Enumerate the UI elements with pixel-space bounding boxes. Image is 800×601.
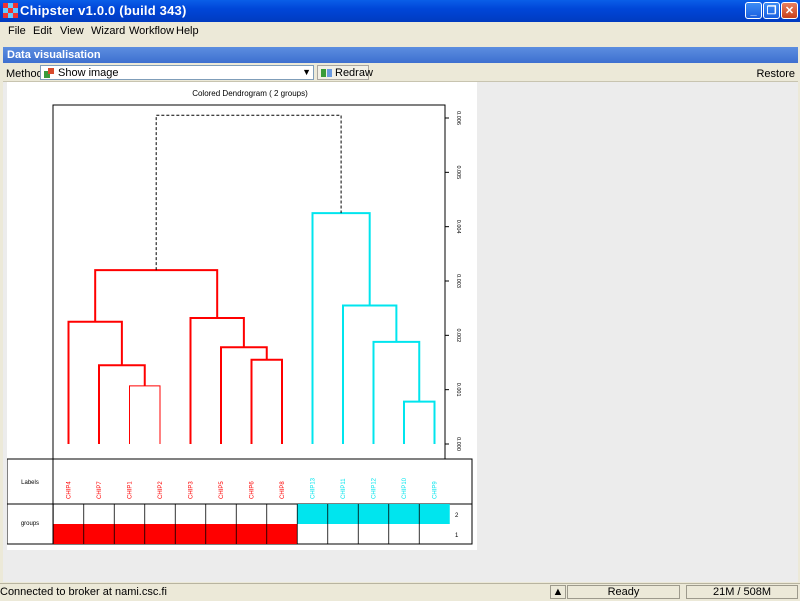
leaf-label: CHIP5 — [219, 481, 225, 499]
redraw-label: Redraw — [335, 67, 373, 79]
menu-help[interactable]: Help — [176, 25, 199, 37]
chevron-down-icon[interactable]: ▼ — [302, 67, 311, 77]
leaf-label: CHIP1 — [128, 481, 134, 499]
group-cell — [327, 504, 359, 524]
dendrogram-branch — [67, 320, 123, 444]
leaf-label: CHIP2 — [158, 481, 164, 499]
group-cell — [114, 524, 145, 544]
group-tick-2: 2 — [455, 513, 459, 519]
redraw-button[interactable]: Redraw — [317, 65, 373, 80]
minimize-icon[interactable]: _ — [745, 2, 762, 19]
chevron-up-icon[interactable]: ▲ — [550, 585, 566, 599]
image-icon — [44, 68, 54, 78]
group-cell — [388, 504, 420, 524]
dendrogram-branch — [220, 346, 268, 444]
dendrogram-branch — [155, 114, 342, 271]
dendrogram-image: Colored Dendrogram ( 2 groups) 0.000 0.00… — [6, 82, 477, 550]
group-cell — [419, 504, 450, 524]
leaf-label: CHIP9 — [433, 481, 439, 499]
menu-bar: File Edit View Wizard Workflow Help — [0, 22, 800, 40]
group-cell — [205, 524, 237, 544]
menu-workflow[interactable]: Workflow — [129, 25, 175, 37]
status-state: Ready — [567, 585, 680, 599]
group-cell — [83, 524, 115, 544]
method-dropdown[interactable]: Show image ▼ — [40, 65, 314, 80]
dendrogram-branch — [94, 269, 219, 322]
leaf-label: CHIP13 — [311, 477, 317, 499]
dendrogram-branch — [189, 316, 245, 444]
leaf-label: CHIP12 — [372, 477, 378, 499]
menu-edit[interactable]: Edit — [33, 25, 52, 37]
dendrogram-branch — [403, 400, 436, 444]
visualisation-toolbar: Method: Show image ▼ Redraw Restore — [3, 64, 798, 82]
chart-title: Colored Dendrogram ( 2 groups) — [192, 89, 308, 98]
group-cell — [297, 504, 328, 524]
group-cell — [266, 524, 298, 544]
dendrogram-branch — [98, 364, 146, 444]
connection-status: Connected to broker at nami.csc.fi — [0, 586, 167, 598]
y-tick-label: 0.004 — [455, 220, 461, 234]
dendrogram-branch — [250, 358, 283, 444]
y-tick-label: 0.003 — [455, 274, 461, 288]
group-cell — [236, 524, 267, 544]
panel-title: Data visualisation — [3, 47, 798, 63]
menu-view[interactable]: View — [60, 25, 84, 37]
leaf-label: CHIP6 — [250, 481, 256, 499]
y-tick-label: 0.000 — [455, 437, 461, 451]
groups-row-title: groups — [21, 521, 39, 527]
leaf-label: CHIP11 — [341, 478, 347, 499]
group-cell — [144, 524, 176, 544]
y-tick-label: 0.005 — [455, 165, 461, 179]
close-icon[interactable]: ✕ — [781, 2, 798, 19]
dendrogram-branch — [129, 385, 161, 444]
y-tick-label: 0.006 — [455, 111, 461, 125]
status-bar: Connected to broker at nami.csc.fi ▲ Rea… — [0, 583, 800, 601]
group-cell — [175, 524, 206, 544]
group-cell — [358, 504, 389, 524]
menu-wizard[interactable]: Wizard — [91, 25, 126, 37]
restore-button[interactable]: Restore — [756, 68, 795, 80]
y-tick-label: 0.001 — [455, 383, 461, 397]
method-label: Method: — [6, 68, 46, 80]
method-dropdown-value: Show image — [58, 67, 119, 79]
dendrogram-branch — [342, 304, 398, 444]
memory-usage: 21M / 508M — [686, 585, 798, 599]
redraw-icon — [321, 69, 332, 77]
menu-file[interactable]: File — [8, 25, 26, 37]
dendrogram-chart: Colored Dendrogram ( 2 groups) 0.000 0.00… — [6, 89, 473, 545]
group-cell — [53, 524, 84, 544]
leaf-label: CHIP10 — [402, 477, 408, 499]
app-logo-icon — [3, 3, 18, 18]
leaf-label: CHIP7 — [97, 481, 103, 499]
title-bar: Chipster v1.0.0 (build 343) _ ❐ ✕ — [0, 0, 800, 22]
restore-window-icon[interactable]: ❐ — [763, 2, 780, 19]
window-title: Chipster v1.0.0 (build 343) — [20, 3, 187, 18]
leaf-label: CHIP8 — [280, 481, 286, 499]
plot-frame — [52, 104, 446, 460]
y-tick-label: 0.002 — [455, 328, 461, 342]
dendrogram-branch — [372, 340, 421, 444]
visualisation-area: Colored Dendrogram ( 2 groups) 0.000 0.00… — [3, 82, 798, 582]
group-tick-1: 1 — [455, 533, 459, 539]
dendrogram-branch — [311, 212, 371, 444]
labels-row-title: Labels — [21, 480, 39, 486]
leaf-label: CHIP3 — [189, 481, 195, 499]
leaf-label: CHIP4 — [67, 481, 73, 499]
